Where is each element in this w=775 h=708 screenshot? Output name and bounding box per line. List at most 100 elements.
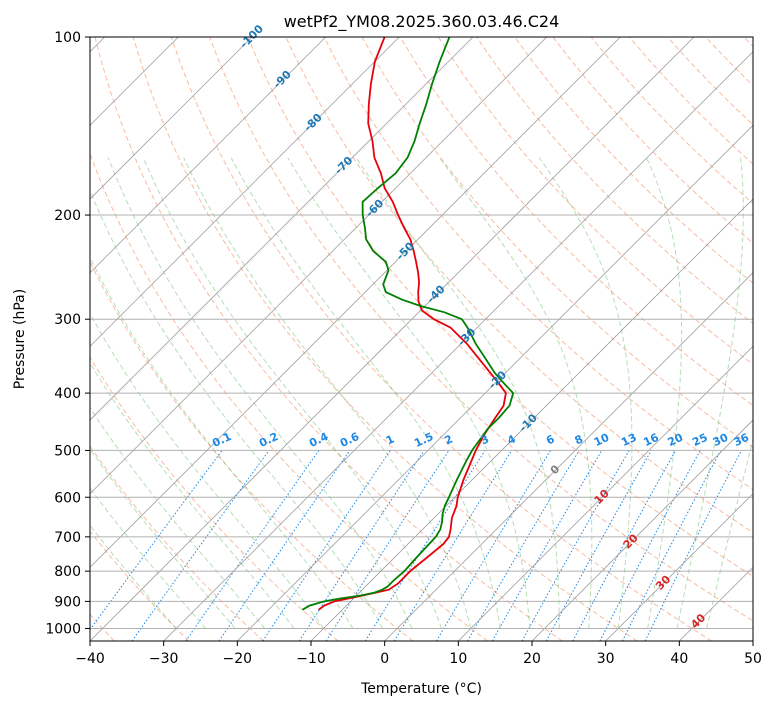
moist-adiabat (90, 406, 265, 629)
mixing-ratio-line (521, 450, 630, 641)
y-tick-label: 100 (54, 30, 81, 46)
isotherm (163, 51, 753, 641)
isotherm-label: -70 (332, 154, 355, 177)
x-tick-label: 40 (670, 651, 688, 667)
axes: −40 −30 −20 −10 0 10 20 30 40 5010020030040050060… (45, 30, 762, 667)
dry-adiabat (743, 37, 753, 48)
dry-adiabat (90, 445, 264, 641)
mixing-ratio-label: 0.4 (307, 430, 330, 450)
dry-adiabat (590, 37, 753, 205)
mixing-ratio-line (364, 450, 486, 641)
mixing-ratio-label: 13 (619, 431, 638, 449)
isotherm (90, 37, 400, 347)
mixing-ratio-line (435, 450, 552, 641)
y-axis-label: Pressure (hPa) (12, 289, 28, 389)
mixing-ratio-label: 0.1 (210, 430, 233, 450)
x-tick-label: 50 (744, 651, 762, 667)
temperature-line (318, 37, 507, 611)
dry-adiabat (94, 37, 563, 641)
mixing-ratio-line (572, 450, 676, 641)
isotherm (310, 198, 753, 641)
mixing-ratio-label: 0.2 (257, 430, 280, 450)
y-tick-label: 800 (54, 564, 81, 580)
y-tick-label: 700 (54, 530, 81, 546)
x-tick-label: −10 (296, 651, 326, 667)
isotherm (90, 37, 253, 200)
dry-adiabat (90, 530, 190, 641)
dry-adiabat (90, 152, 488, 641)
mixing-ratio-label: 2 (442, 432, 454, 447)
moist-adiabat (706, 437, 753, 629)
y-tick-label: 600 (54, 490, 81, 506)
isotherm (531, 419, 753, 641)
moist-adiabat (90, 189, 383, 629)
isotherm (458, 345, 753, 641)
isotherm-label: -40 (424, 282, 447, 305)
isotherm (605, 493, 753, 641)
x-tick-label: −40 (75, 651, 105, 667)
dry-adiabat (247, 37, 753, 577)
mixing-ratio-label: 36 (732, 431, 752, 449)
mixing-ratio-line (185, 450, 320, 641)
isotherm (384, 272, 753, 641)
isotherm-label: -90 (271, 68, 294, 91)
mixing-ratio-line (298, 450, 425, 641)
dry-adiabat (132, 37, 638, 641)
mixing-ratio-line (218, 450, 351, 641)
plot-data (301, 37, 515, 611)
isotherm (90, 37, 547, 495)
moist-adiabat (90, 448, 236, 629)
isotherm (90, 37, 621, 568)
y-tick-label: 200 (54, 208, 81, 224)
dry-adiabat (90, 356, 339, 641)
moist-adiabat (90, 361, 295, 629)
x-tick-label: −30 (149, 651, 179, 667)
isotherm-label: 0 (548, 462, 563, 477)
mixing-ratio-line (131, 450, 270, 641)
mixing-ratio-line (545, 450, 652, 641)
dewpoint-line (301, 37, 515, 611)
isotherm (90, 37, 695, 641)
dry-adiabat (552, 37, 753, 244)
plot-frame (89, 36, 754, 642)
dry-adiabat (437, 37, 753, 365)
isotherm-label: -80 (302, 111, 325, 134)
x-tick-label: 30 (597, 651, 615, 667)
mixing-ratio-label: 25 (690, 431, 709, 449)
isotherm (752, 640, 753, 641)
mixing-ratio-line (599, 450, 701, 641)
isotherm (237, 124, 753, 641)
y-tick-label: 300 (54, 312, 81, 328)
x-axis-label: Temperature (°C) (360, 681, 482, 697)
moist-adiabat (90, 524, 177, 629)
isotherm-label: 10 (592, 487, 612, 507)
plot-grid (90, 37, 753, 641)
dry-adiabat (209, 37, 753, 622)
mixing-ratio-label: 10 (592, 431, 612, 449)
mixing-ratio-label: 6 (544, 432, 557, 447)
isotherm-label: -10 (517, 411, 540, 434)
moist-adiabat (142, 157, 442, 629)
isotherm-label: -50 (394, 239, 417, 262)
dry-adiabat (667, 37, 753, 126)
moist-adiabat (183, 157, 472, 629)
x-tick-label: 20 (523, 651, 541, 667)
mixing-ratio-line (90, 450, 223, 631)
mixing-ratio-label: 20 (666, 431, 686, 449)
isotherm (679, 566, 753, 641)
moist-adiabat (538, 157, 633, 629)
moist-adiabat (355, 157, 560, 629)
mixing-ratio-label: 1 (384, 432, 396, 447)
y-tick-label: 1000 (45, 621, 81, 637)
mixing-ratio-line (644, 450, 742, 641)
dry-adiabat (399, 37, 753, 407)
mixing-ratio-label: 8 (573, 432, 585, 447)
mixing-ratio-line (621, 450, 722, 641)
dry-adiabat (323, 37, 753, 491)
dry-adiabat (170, 37, 712, 641)
y-tick-label: 400 (54, 386, 81, 402)
mixing-ratio-line (325, 450, 450, 641)
mixing-ratio-line (467, 450, 580, 641)
plot-annotations: -100-90-80-70-60-50-40-30-20-10010203040… (210, 22, 751, 631)
y-tick-label: 500 (54, 443, 81, 459)
